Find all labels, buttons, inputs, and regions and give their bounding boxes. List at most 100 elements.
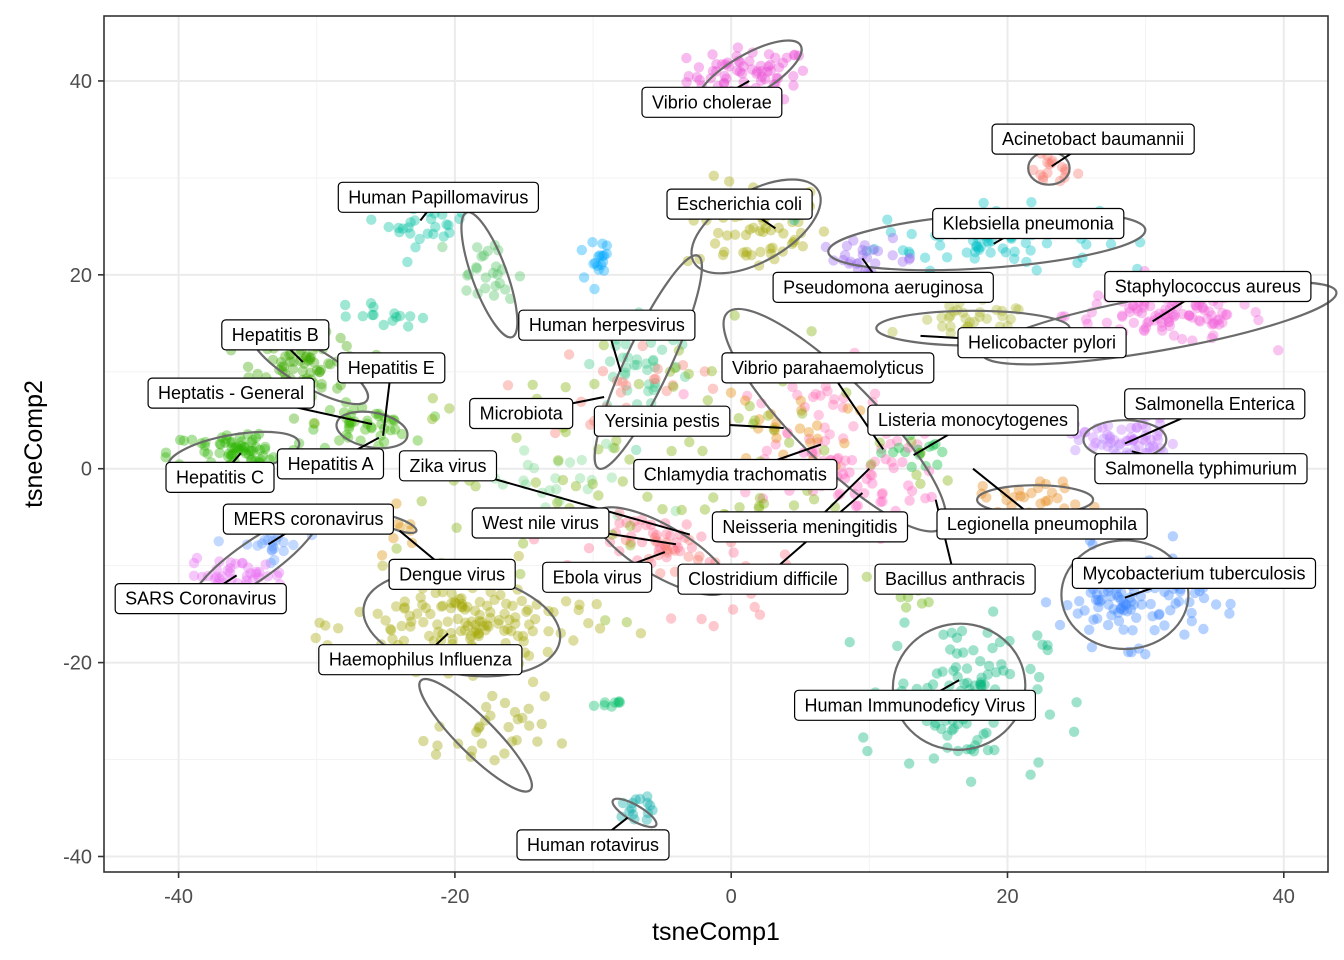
data-point — [1141, 423, 1152, 434]
data-point — [866, 470, 878, 481]
data-point — [622, 385, 633, 396]
data-point — [693, 62, 705, 73]
data-point — [474, 596, 486, 608]
data-point — [978, 197, 989, 209]
data-point — [1004, 668, 1016, 680]
data-point — [409, 215, 420, 226]
cluster-label-box — [518, 309, 696, 341]
data-point — [1210, 599, 1222, 610]
data-point — [499, 608, 510, 619]
data-point — [737, 68, 748, 79]
data-point — [1198, 623, 1209, 635]
data-point — [985, 247, 996, 258]
data-point — [418, 735, 429, 747]
data-point — [827, 399, 839, 410]
data-point — [578, 272, 590, 283]
data-point — [1176, 333, 1188, 345]
data-point — [493, 618, 504, 629]
data-point — [757, 226, 769, 238]
data-point — [368, 301, 379, 313]
data-point — [1197, 302, 1209, 314]
data-point — [1096, 439, 1107, 450]
data-point — [420, 602, 432, 614]
data-point — [661, 529, 672, 540]
cluster-ellipse — [418, 677, 533, 793]
data-point — [1068, 726, 1080, 737]
data-point — [865, 469, 876, 480]
data-point — [341, 340, 352, 352]
data-point — [397, 223, 408, 234]
data-point — [649, 362, 660, 373]
data-point — [175, 434, 186, 446]
cluster-label-box — [516, 829, 670, 861]
data-point — [781, 52, 792, 63]
cluster-label: Acinetobact baumannii — [991, 123, 1195, 155]
data-point — [301, 351, 312, 363]
data-point — [389, 308, 400, 319]
data-point — [729, 310, 740, 321]
data-point — [376, 550, 388, 561]
data-point — [1101, 317, 1113, 328]
data-point — [812, 433, 823, 444]
cluster-label-box — [1104, 270, 1312, 303]
data-point — [1071, 697, 1082, 708]
data-point — [209, 573, 221, 585]
data-point — [681, 77, 692, 88]
data-point — [661, 385, 672, 397]
data-point — [604, 356, 616, 367]
data-point — [314, 617, 325, 628]
data-point — [1123, 303, 1135, 314]
data-point — [771, 432, 782, 444]
data-point — [1202, 313, 1213, 325]
data-point — [1102, 441, 1113, 452]
data-point — [597, 238, 608, 249]
data-point — [976, 672, 987, 683]
data-point — [487, 267, 499, 279]
cluster-label-text: Mycobacterium tuberculosis — [1082, 563, 1305, 583]
data-point — [1253, 314, 1264, 326]
data-point — [625, 537, 637, 548]
cluster-label: Helicobacter pylori — [957, 327, 1127, 359]
data-point — [813, 409, 824, 421]
data-point — [1072, 257, 1083, 269]
y-tick-label: 40 — [70, 71, 92, 93]
data-point — [432, 619, 443, 630]
data-point — [951, 632, 963, 643]
data-point — [588, 700, 600, 711]
data-point — [1085, 587, 1096, 598]
data-point — [1195, 316, 1206, 327]
data-point — [507, 600, 518, 611]
data-point — [761, 445, 773, 456]
data-point — [848, 421, 859, 432]
data-point — [676, 504, 687, 516]
data-point — [763, 49, 775, 60]
data-point — [952, 671, 963, 683]
data-point — [389, 424, 401, 435]
cluster-label-box — [276, 448, 385, 480]
data-point — [372, 608, 383, 619]
data-point — [199, 446, 210, 457]
data-point — [447, 634, 458, 645]
data-point — [275, 356, 287, 368]
y-tick-label: -20 — [63, 653, 92, 675]
data-point — [732, 42, 744, 53]
x-tick-label: -20 — [440, 886, 469, 908]
data-point — [524, 720, 535, 731]
data-point — [946, 627, 957, 638]
data-point — [324, 404, 336, 416]
data-point — [981, 313, 992, 324]
data-point — [465, 633, 476, 644]
y-tick-label: 0 — [81, 459, 92, 481]
data-point — [405, 311, 416, 322]
data-point — [961, 663, 973, 674]
data-point — [614, 696, 625, 707]
data-point — [269, 554, 280, 566]
data-point — [686, 542, 698, 553]
data-point — [1143, 316, 1155, 327]
data-point — [722, 230, 733, 241]
data-point — [518, 636, 529, 647]
data-point — [1062, 600, 1073, 611]
data-point — [671, 537, 682, 548]
cluster-label-box — [1124, 388, 1306, 420]
data-point — [427, 413, 438, 425]
